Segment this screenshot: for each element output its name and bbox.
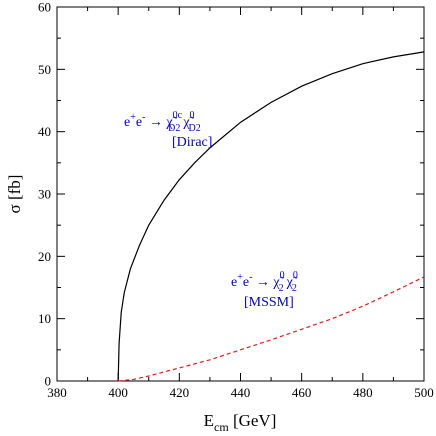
y-tick-label: 50 <box>38 62 51 77</box>
plot-frame <box>56 6 425 382</box>
annotation-mssm-label: [MSSM] <box>244 295 294 310</box>
y-tick-label: 10 <box>38 311 51 326</box>
x-tick-label: 380 <box>47 385 67 400</box>
annotation-dirac: e+e- → χ̃0c D2 χ̃0 D2 [Dirac] <box>124 110 212 150</box>
x-tick-label: 460 <box>292 385 312 400</box>
x-axis-title: Ecm [GeV] <box>204 411 277 434</box>
y-tick-label: 30 <box>38 187 51 202</box>
y-tick-label: 20 <box>38 249 51 264</box>
x-tick-label: 400 <box>108 385 128 400</box>
annotation-mssm-formula: e+e- → χ̃0 2 χ̃0 2 <box>231 270 298 294</box>
annotation-dirac-formula: e+e- → χ̃0c D2 χ̃0 D2 <box>124 110 201 134</box>
y-tick-label: 60 <box>38 0 51 15</box>
x-tick-label: 480 <box>353 385 373 400</box>
x-tick-label: 420 <box>170 385 190 400</box>
series-layer <box>117 51 425 382</box>
axis-ticks <box>56 6 425 382</box>
series-line-mssm <box>118 276 425 382</box>
annotation-dirac-label: [Dirac] <box>172 135 212 150</box>
annotation-mssm: e+e- → χ̃0 2 χ̃0 2 [MSSM] <box>231 270 298 310</box>
y-axis-title: σ [fb] <box>5 175 24 214</box>
x-tick-label: 440 <box>231 385 251 400</box>
y-tick-labels: 0 10 20 30 40 50 60 <box>38 0 51 389</box>
series-line-dirac <box>117 51 425 382</box>
y-tick-label: 0 <box>45 374 52 389</box>
x-tick-label: 500 <box>414 385 434 400</box>
y-tick-label: 40 <box>38 124 51 139</box>
x-tick-labels: 380 400 420 440 460 480 500 <box>47 385 434 400</box>
